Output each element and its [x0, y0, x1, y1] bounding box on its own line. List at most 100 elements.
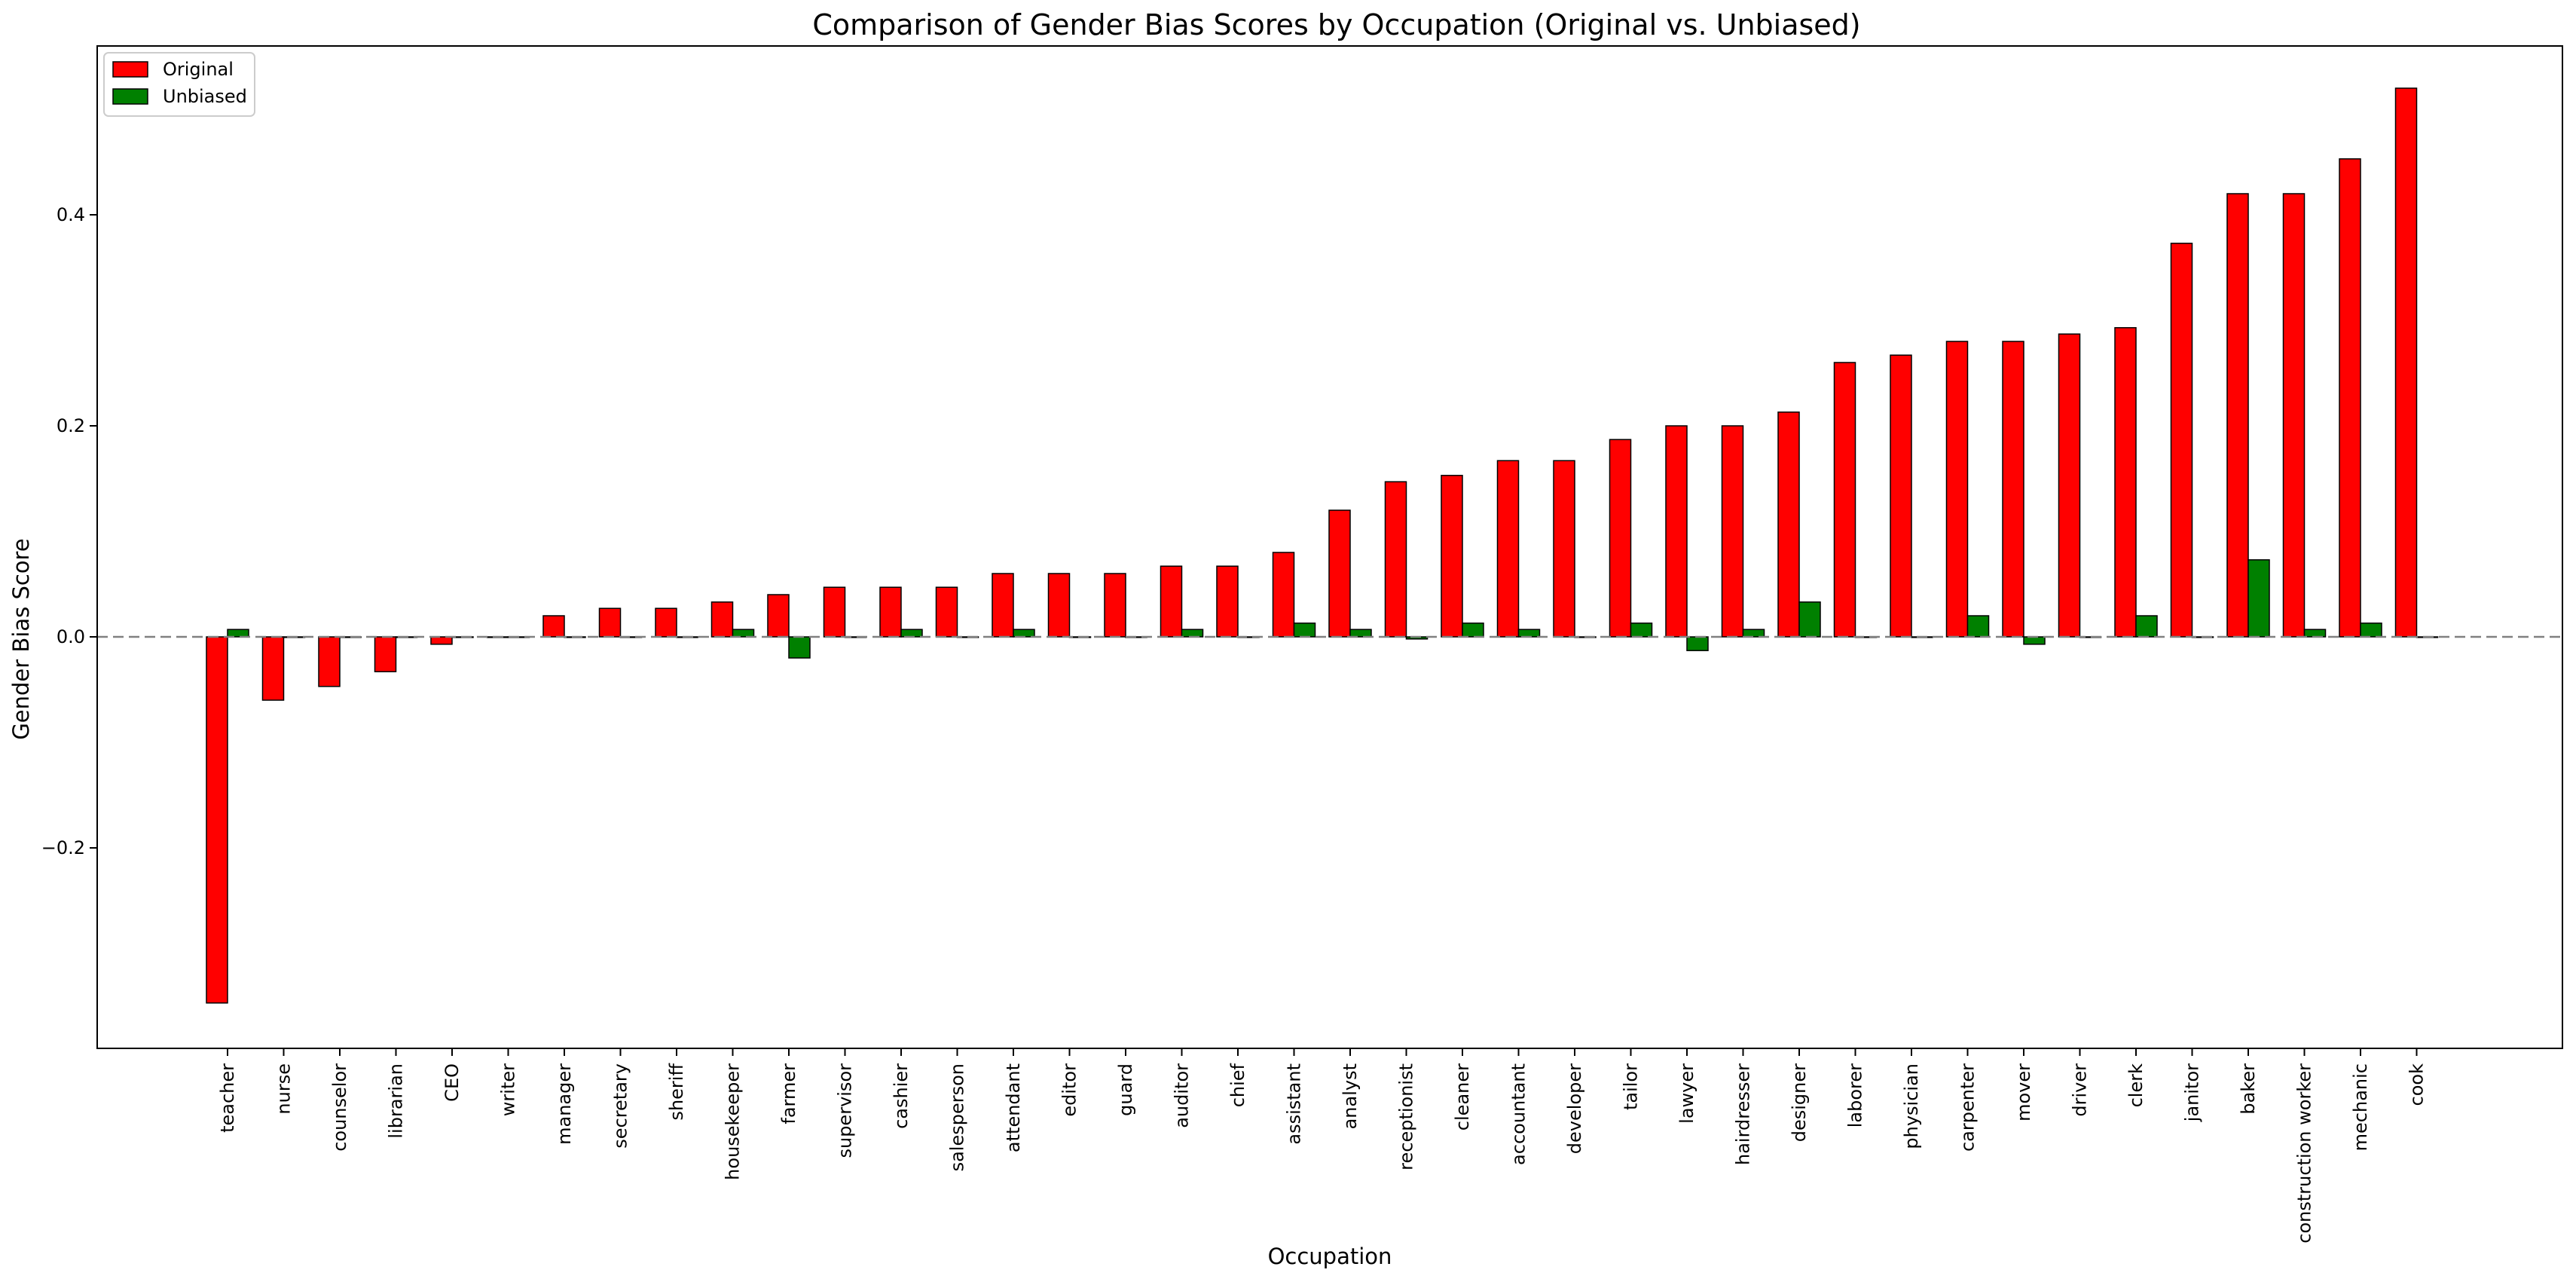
y-tick-label: 0.0 [57, 626, 85, 647]
bar-original-manager [542, 615, 565, 638]
bar-original-receptionist [1384, 481, 1407, 638]
x-tick-label: laborer [1845, 1063, 1866, 1127]
bars-group [206, 87, 2439, 1004]
bar-unbiased-attendant [1013, 629, 1035, 638]
x-tick-label: guard [1115, 1063, 1136, 1116]
x-tick-label: construction worker [2294, 1063, 2315, 1244]
bar-original-carpenter [1945, 341, 1969, 638]
legend-label-unbiased: Unbiased [163, 86, 247, 107]
x-tick-label: secretary [610, 1063, 631, 1149]
x-tick-label: CEO [442, 1063, 463, 1102]
x-tick-label: teacher [217, 1063, 238, 1133]
y-axis-label: Gender Bias Score [8, 538, 34, 739]
bar-original-librarian [374, 636, 397, 672]
bar-original-mechanic [2339, 158, 2361, 638]
y-axis: −0.2 0.0 0.2 0.4 [41, 204, 97, 858]
x-tick-label: sheriff [666, 1063, 687, 1121]
x-tick-label: janitor [2182, 1063, 2203, 1122]
bar-unbiased-housekeeper [732, 629, 755, 638]
bar-original-tailor [1609, 439, 1632, 638]
x-tick-label: receptionist [1396, 1063, 1417, 1170]
bar-original-construction-worker [2282, 193, 2306, 638]
bar-unbiased-assistant [1293, 623, 1316, 638]
bar-original-secretary [598, 607, 622, 638]
legend: Original Unbiased [103, 52, 255, 117]
bar-original-developer [1553, 460, 1575, 638]
bar-unbiased-farmer [788, 636, 811, 659]
x-tick-label: supervisor [835, 1063, 856, 1158]
bar-original-janitor [2170, 243, 2193, 638]
bar-original-physician [1890, 354, 1912, 638]
bar-original-housekeeper [710, 601, 734, 638]
bar-unbiased-baker [2248, 559, 2270, 638]
x-tick-label: accountant [1508, 1063, 1529, 1165]
bar-unbiased-mechanic [2360, 623, 2382, 638]
bar-unbiased-teacher [227, 629, 249, 638]
y-tick-label: 0.2 [57, 415, 85, 436]
bar-original-clerk [2114, 327, 2137, 638]
legend-swatch-unbiased [112, 88, 148, 105]
x-tick-label: assistant [1284, 1063, 1305, 1145]
bar-original-cleaner [1441, 475, 1463, 638]
legend-label-original: Original [163, 59, 234, 80]
x-tick-label: cook [2406, 1063, 2428, 1106]
bar-original-CEO [430, 636, 453, 645]
bar-unbiased-cashier [900, 629, 923, 638]
x-tick-label: tailor [1621, 1063, 1642, 1110]
bar-unbiased-construction-worker [2303, 629, 2327, 638]
x-tick-label: developer [1564, 1063, 1585, 1154]
bar-unbiased-tailor [1630, 623, 1653, 638]
x-tick-label: housekeeper [723, 1063, 744, 1180]
y-tick-label: −0.2 [41, 837, 85, 858]
x-tick-label: analyst [1340, 1063, 1361, 1129]
bar-unbiased-clerk [2135, 615, 2158, 638]
x-tick-label: physician [1901, 1063, 1922, 1149]
x-tick-label: manager [554, 1063, 575, 1145]
x-tick-label: lawyer [1676, 1063, 1697, 1124]
x-tick-label: clerk [2125, 1063, 2147, 1107]
bar-original-accountant [1496, 460, 1520, 638]
bar-original-cashier [879, 586, 902, 638]
x-tick-label: mover [2013, 1063, 2034, 1121]
x-tick-label: salesperson [947, 1063, 968, 1171]
bar-unbiased-carpenter [1966, 615, 1990, 638]
x-tick-label: designer [1789, 1063, 1810, 1142]
plot-area [96, 45, 2563, 1049]
bar-original-hairdresser [1721, 425, 1744, 638]
bar-original-laborer [1833, 362, 1856, 638]
x-tick-label: mechanic [2350, 1063, 2371, 1151]
x-tick-label: editor [1059, 1063, 1080, 1117]
bar-unbiased-designer [1798, 601, 1821, 638]
bar-original-nurse [261, 636, 285, 701]
x-tick-label: chief [1227, 1063, 1248, 1107]
x-axis: teacher nurse counselor librarian CEO writer m… [217, 1048, 2428, 1244]
x-tick-label: librarian [386, 1063, 407, 1139]
bar-original-sheriff [655, 607, 677, 638]
x-tick-label: cashier [891, 1063, 912, 1129]
bar-original-baker [2226, 193, 2249, 638]
bar-original-chief [1216, 565, 1239, 638]
bar-unbiased-auditor [1181, 629, 1204, 638]
bar-original-farmer [767, 594, 790, 638]
bar-unbiased-mover [2023, 636, 2046, 645]
bar-unbiased-analyst [1349, 629, 1372, 638]
bar-original-attendant [992, 573, 1014, 638]
bar-original-designer [1777, 412, 1800, 638]
bar-original-mover [2002, 341, 2024, 638]
legend-swatch-original [112, 61, 148, 78]
x-tick-label: cleaner [1452, 1063, 1473, 1131]
bar-original-guard [1104, 573, 1126, 638]
bar-original-teacher [206, 636, 228, 1004]
x-tick-label: writer [498, 1063, 519, 1116]
bar-unbiased-accountant [1517, 629, 1541, 638]
plot-frame [96, 45, 2563, 1049]
x-axis-label: Occupation [1268, 1244, 1392, 1269]
x-tick-label: auditor [1172, 1063, 1193, 1128]
x-tick-label: carpenter [1957, 1063, 1979, 1152]
bar-original-driver [2058, 333, 2081, 638]
bar-original-salesperson [935, 586, 958, 638]
bar-original-assistant [1272, 552, 1295, 638]
x-tick-label: counselor [329, 1063, 350, 1152]
y-tick-label: 0.4 [57, 204, 85, 225]
